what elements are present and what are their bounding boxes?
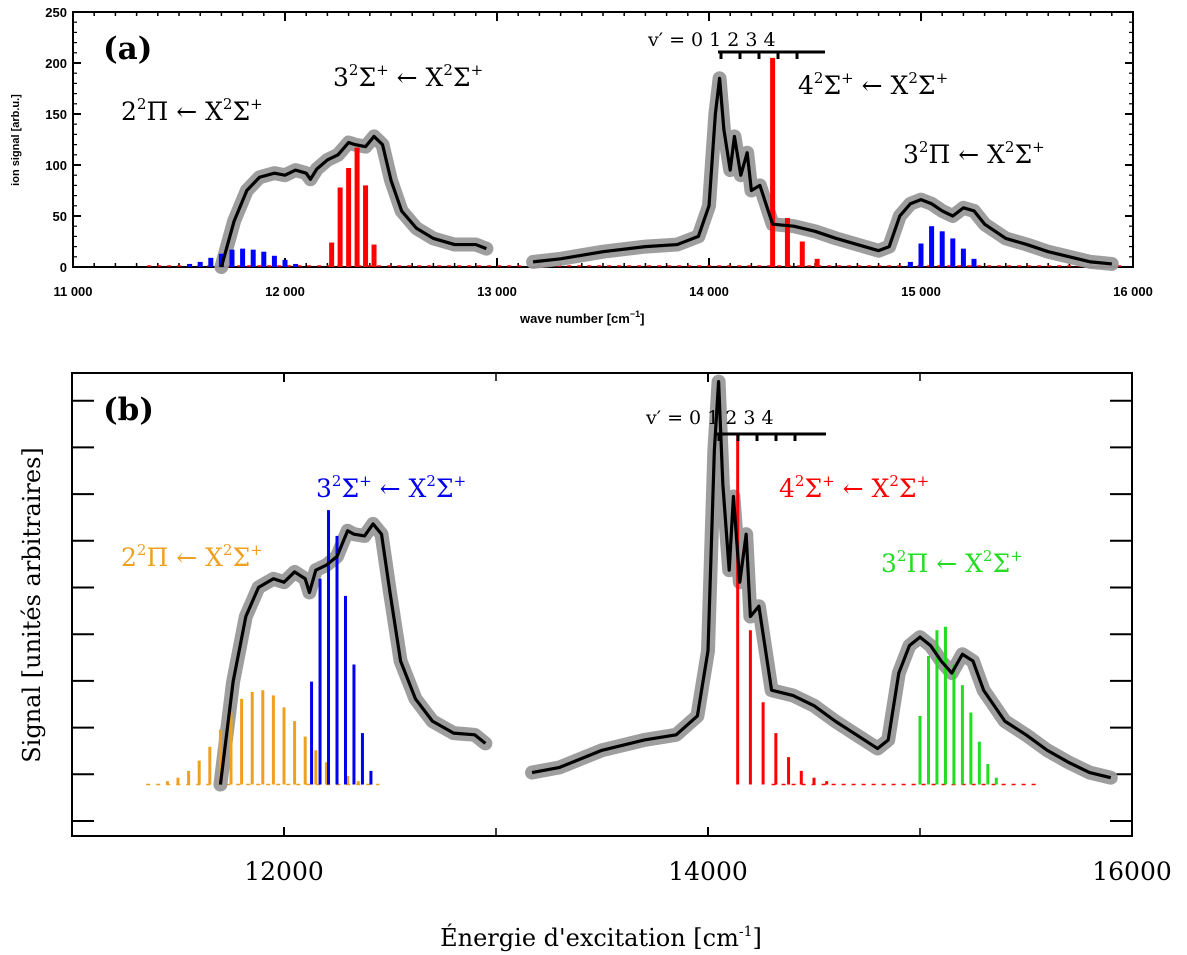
x-tick-label: 16 000 — [1113, 284, 1153, 299]
panel-a: 11 000 12 000 13 000 14 000 15 000 16 000 0 50 1… — [10, 5, 1153, 326]
x-tick-label: 16000 — [1092, 857, 1172, 886]
x-tick-label: 12000 — [244, 857, 324, 886]
y-tick-label: 150 — [45, 107, 67, 122]
y-tick-label: 0 — [60, 260, 67, 275]
annotation-a-4sigma: 42Σ+ ← X2Σ+ — [798, 69, 948, 100]
y-tick-label: 50 — [53, 209, 67, 224]
y-tick-label: 250 — [45, 5, 67, 20]
y-axis-title-b: Signal [unités arbitraires] — [18, 447, 46, 763]
experimental-trace-raw — [221, 136, 486, 267]
annotation-b-2pi: 22Π ← X2Σ+ — [121, 541, 263, 572]
experimental-trace-raw — [532, 382, 1111, 778]
panel-b: 12000 14000 16000 (b) Énergie d'excitation… — [18, 373, 1172, 952]
vprime-label-b: v′ = 0 1 2 3 4 — [645, 407, 774, 429]
x-tick-label: 14000 — [668, 857, 748, 886]
vprime-bar-b — [716, 434, 826, 441]
annotation-b-3sigma: 32Σ+ ← X2Σ+ — [316, 472, 466, 503]
y-axis-title-a: ion signal [arb.u.] — [10, 94, 22, 186]
x-tick-label: 14 000 — [689, 284, 729, 299]
annotation-a-3sigma: 32Σ+ ← X2Σ+ — [333, 61, 483, 92]
x-tick-label: 13 000 — [477, 284, 517, 299]
plot-area-b — [146, 382, 1111, 785]
y-tick-label: 200 — [45, 56, 67, 71]
x-axis-title-a: wave number [cm−1] — [519, 309, 644, 326]
panel-label-a: (a) — [103, 31, 152, 67]
x-tick-label: 15 000 — [901, 284, 941, 299]
annotation-b-4sigma: 42Σ+ ← X2Σ+ — [779, 472, 929, 503]
annotation-b-3pi: 32Π ← X2Σ+ — [881, 547, 1023, 578]
annotation-a-3pi: 32Π ← X2Σ+ — [903, 138, 1045, 169]
experimental-trace-raw — [533, 78, 1112, 264]
panel-label-b: (b) — [103, 392, 154, 428]
vprime-label-a: v′ = 0 1 2 3 4 — [647, 29, 776, 51]
x-axis-title-b: Énergie d'excitation [cm-1] — [440, 923, 762, 952]
y-tick-label: 100 — [45, 158, 67, 173]
annotation-a-2pi: 22Π ← X2Σ+ — [121, 95, 263, 126]
x-tick-label: 12 000 — [265, 284, 305, 299]
x-tick-label: 11 000 — [53, 284, 92, 299]
